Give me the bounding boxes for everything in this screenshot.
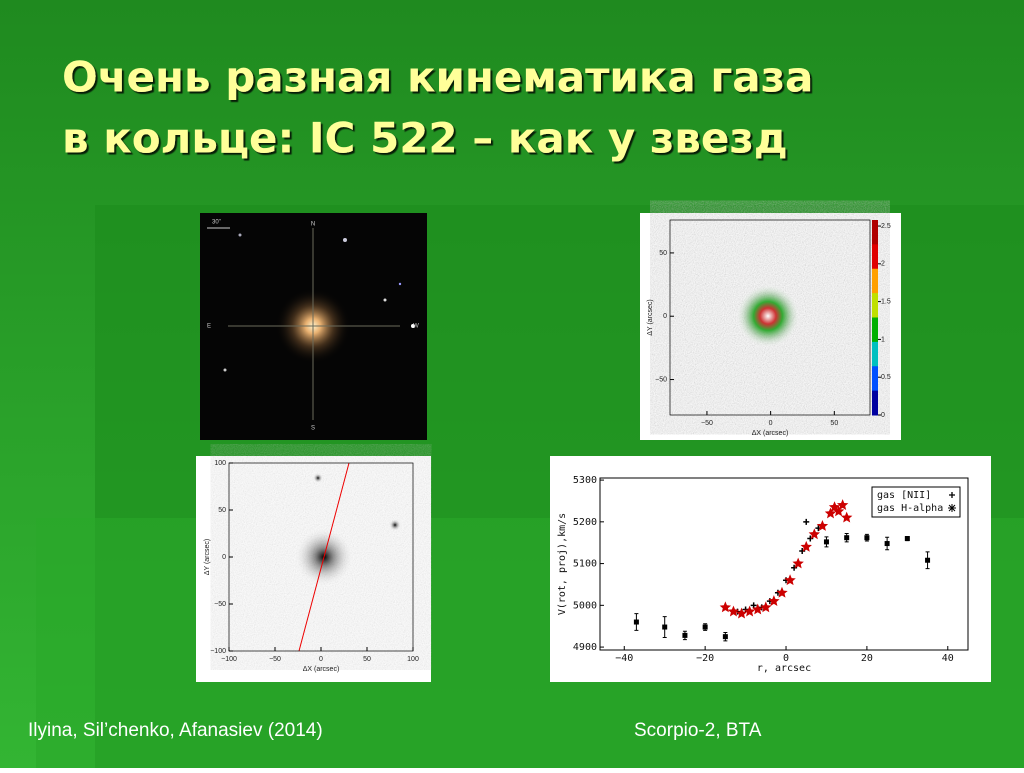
x-axis-label: ΔX (arcsec)	[752, 430, 789, 437]
point	[844, 535, 850, 541]
x-tick-label: 50	[363, 656, 371, 663]
colorbar-segment	[872, 268, 878, 294]
y-tick-label: 5000	[573, 600, 597, 611]
point	[719, 601, 732, 613]
title-line: Очень разная кинематика газа	[62, 53, 813, 102]
compass-label: N	[311, 222, 315, 228]
y-tick-label: 50	[659, 250, 667, 257]
point	[799, 548, 806, 555]
point	[735, 607, 748, 619]
x-axis-label: ΔX (arcsec)	[303, 666, 340, 673]
colorbar-segment	[872, 244, 878, 270]
y-axis-label: ΔY (arcsec)	[204, 539, 211, 575]
y-tick-label: 5300	[573, 475, 597, 486]
point	[743, 605, 756, 617]
point	[840, 511, 853, 523]
point	[722, 634, 728, 640]
colorbar-segment	[872, 341, 878, 367]
point	[823, 539, 829, 545]
x-tick-label: 40	[942, 653, 954, 664]
point	[808, 528, 821, 540]
point	[800, 540, 812, 552]
colorbar-label: 1.5	[881, 298, 891, 305]
x-tick-label: 50	[830, 420, 838, 427]
legend-label: gas H-alpha	[877, 503, 943, 514]
point	[807, 535, 814, 542]
y-tick-label: 0	[663, 313, 667, 320]
point	[776, 586, 788, 598]
x-tick-label: 20	[861, 653, 873, 664]
y-tick-label: −50	[655, 376, 667, 383]
x-tick-label: 100	[407, 656, 419, 663]
point	[816, 520, 829, 531]
x-tick-label: −20	[696, 653, 714, 664]
x-tick-label: −50	[269, 656, 281, 663]
caption: Ilyina, Sil’chenko, Afanasiev (2014)	[28, 720, 323, 741]
point	[727, 605, 740, 617]
colorbar-label: 2	[881, 261, 885, 268]
point	[904, 536, 910, 542]
point	[836, 499, 849, 510]
y-tick-label: 50	[218, 507, 226, 514]
colorbar-label: 2.5	[881, 223, 891, 230]
velocity-map	[640, 213, 901, 440]
legend-symbol	[948, 504, 956, 512]
x-tick-label: −100	[221, 656, 237, 663]
point	[768, 595, 780, 607]
x-tick-label: −50	[701, 420, 713, 427]
legend-label: gas [NII]	[877, 490, 931, 501]
point	[760, 601, 772, 613]
x-tick-label: 0	[783, 653, 789, 664]
y-tick-label: 0	[222, 554, 226, 561]
y-tick-label: 100	[214, 460, 226, 467]
point	[784, 574, 796, 586]
y-tick-label: 5100	[573, 559, 597, 570]
point	[864, 535, 870, 541]
point	[750, 602, 757, 609]
point	[682, 632, 688, 638]
colorbar-label: 0	[881, 412, 885, 419]
colorbar-segment	[872, 293, 878, 318]
scale-label: 30"	[212, 220, 221, 226]
caption: Scorpio-2, BTA	[634, 720, 762, 741]
compass-label: S	[311, 426, 315, 432]
compass-label: W	[413, 324, 419, 330]
point	[832, 505, 845, 517]
compass-label: E	[207, 324, 211, 330]
gas-map	[196, 456, 431, 682]
point	[824, 507, 837, 519]
colorbar-label: 0.5	[881, 374, 891, 381]
y-tick-label: 4900	[573, 642, 597, 653]
y-tick-label: −50	[214, 601, 226, 608]
point	[702, 624, 708, 630]
x-axis-label: r, arcsec	[757, 663, 811, 674]
y-axis-label: ΔY (arcsec)	[647, 299, 654, 335]
colorbar-segment	[872, 366, 878, 392]
point	[884, 541, 890, 547]
point	[662, 624, 668, 630]
x-tick-label: 0	[319, 656, 323, 663]
y-tick-label: 5200	[573, 517, 597, 528]
sky-image: 30" N S E W	[200, 213, 427, 440]
legend-symbol	[949, 492, 955, 498]
colorbar-segment	[872, 220, 878, 245]
point	[925, 557, 931, 563]
y-axis-label: V(rot, proj),km/s	[557, 513, 568, 615]
x-tick-label: −40	[615, 653, 633, 664]
point	[803, 518, 810, 525]
point	[791, 564, 798, 571]
point	[633, 619, 639, 625]
point	[752, 603, 764, 615]
title-line: в кольце: IC 522 – как у звезд	[62, 114, 788, 163]
point	[792, 557, 804, 569]
colorbar-label: 1	[881, 336, 885, 343]
colorbar-segment	[872, 390, 878, 416]
legend-box	[871, 486, 961, 518]
colorbar-segment	[872, 317, 878, 343]
y-tick-label: −100	[210, 648, 226, 655]
x-tick-label: 0	[769, 420, 773, 427]
